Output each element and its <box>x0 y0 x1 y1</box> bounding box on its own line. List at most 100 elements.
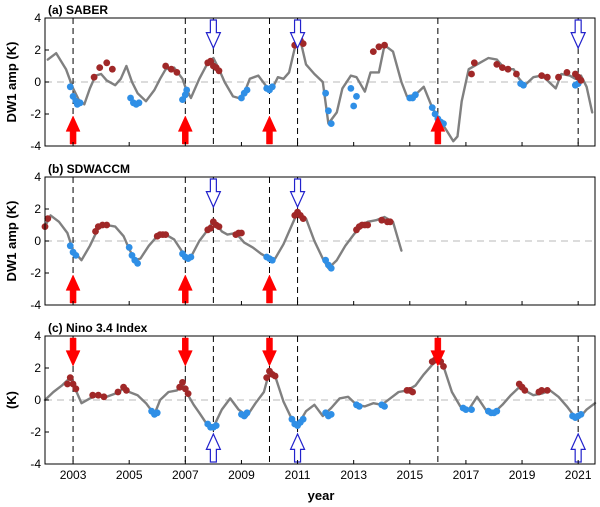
blue-arrow-2008 <box>205 432 222 463</box>
warm-point <box>538 72 546 79</box>
warm-point <box>563 69 571 76</box>
panel-3: -4 -2 0 2 4 2003 2005 2007 2009 2011 2013 2015 2017 2… <box>4 321 597 482</box>
y-tick-label: 2 <box>34 202 41 216</box>
red-arrow-2007 <box>177 337 193 367</box>
blue-arrow-2011 <box>289 19 306 50</box>
panel-1: -4 -2 0 2 4 (a) SABER DW1 amp (K) <box>4 3 596 153</box>
warm-point <box>167 65 175 73</box>
cold-point <box>350 102 358 110</box>
panel-title: (a) SABER <box>48 3 108 17</box>
cold-point <box>347 85 355 92</box>
warm-point <box>72 385 80 393</box>
warm-point <box>409 388 417 396</box>
cold-point <box>327 120 335 127</box>
cold-point <box>520 81 527 89</box>
warm-point <box>498 64 506 71</box>
warm-point <box>513 70 520 78</box>
y-tick-label: 2 <box>34 43 41 57</box>
x-tick-label: 2017 <box>453 468 480 482</box>
plot-area <box>45 177 595 305</box>
cold-point <box>268 83 276 91</box>
cold-point <box>355 403 363 410</box>
cold-point <box>243 86 251 94</box>
warm-point <box>299 215 307 223</box>
panel-2: -4 -2 0 2 4 (b) SDWACCM DW1 amp (K) <box>4 162 596 312</box>
warm-point <box>299 40 307 47</box>
panel-title: (b) SDWACCM <box>48 162 130 176</box>
warm-point <box>103 221 111 229</box>
cold-point <box>72 252 80 259</box>
warm-point <box>543 73 551 81</box>
warm-point <box>577 77 585 84</box>
warm-point <box>369 48 377 55</box>
warm-point <box>96 64 104 71</box>
warm-point <box>162 62 170 70</box>
red-arrow-2016 <box>430 115 446 145</box>
cold-point <box>327 264 335 272</box>
warm-point <box>543 387 551 394</box>
x-tick-label: 2013 <box>340 468 367 482</box>
warm-point <box>271 372 279 380</box>
warm-point <box>184 390 192 397</box>
cold-point <box>66 83 74 91</box>
cold-point <box>183 86 191 94</box>
warm-point <box>378 216 386 224</box>
cold-point <box>381 403 388 410</box>
warm-point <box>108 65 116 73</box>
cold-point <box>299 415 307 423</box>
warm-point <box>470 59 478 67</box>
cold-point <box>462 406 470 413</box>
warm-point <box>66 374 74 381</box>
x-tick-label: 2015 <box>396 468 423 482</box>
series-line <box>43 358 597 429</box>
warm-point <box>100 393 108 401</box>
cold-point <box>125 244 133 251</box>
blue-arrow-2008 <box>205 19 222 50</box>
red-arrow-2007 <box>177 115 193 145</box>
blue-arrow-2008 <box>205 178 222 209</box>
x-axis-label: year <box>308 488 335 503</box>
cold-point <box>212 422 220 429</box>
cold-point <box>327 411 335 418</box>
y-tick-label: -2 <box>30 107 41 121</box>
blue-arrow-2011 <box>289 432 306 463</box>
red-arrow-2016 <box>430 337 446 367</box>
warm-point <box>94 391 102 399</box>
x-tick-label: 2021 <box>565 468 592 482</box>
red-arrow-2010 <box>262 115 277 145</box>
y-tick-label: -2 <box>30 425 41 439</box>
x-tick-label: 2019 <box>509 468 536 482</box>
cold-point <box>428 104 436 111</box>
warm-point <box>162 231 170 239</box>
blue-arrow-2011 <box>289 178 306 209</box>
warm-point <box>521 387 529 394</box>
red-arrow-2010 <box>262 337 277 367</box>
blue-arrow-2021 <box>570 432 587 463</box>
cold-point <box>412 91 419 99</box>
cold-point <box>243 409 251 417</box>
y-tick-label: 2 <box>34 361 41 375</box>
red-arrow-2007 <box>177 274 193 304</box>
y-axis-label: DW1 amp (K) <box>4 42 19 123</box>
warm-point <box>90 73 98 81</box>
warm-point <box>207 224 214 232</box>
cold-point <box>577 411 585 418</box>
warm-point <box>555 73 562 81</box>
y-tick-label: -4 <box>30 298 41 312</box>
y-tick-label: 4 <box>34 329 41 343</box>
x-tick-label: 2007 <box>172 468 199 482</box>
warm-point <box>103 59 111 67</box>
red-arrow-2003 <box>65 274 81 304</box>
warm-point <box>263 374 271 381</box>
y-axis-label: (K) <box>4 391 19 409</box>
y-tick-label: 0 <box>34 234 41 248</box>
cold-point <box>322 89 330 97</box>
red-arrow-2003 <box>65 337 81 367</box>
warm-point <box>44 215 52 223</box>
warm-point <box>364 221 372 229</box>
x-tick-label: 2003 <box>60 468 87 482</box>
red-arrow-2003 <box>65 115 81 145</box>
y-tick-label: -4 <box>30 457 41 471</box>
y-tick-label: -2 <box>30 266 41 280</box>
warm-point <box>64 380 71 388</box>
